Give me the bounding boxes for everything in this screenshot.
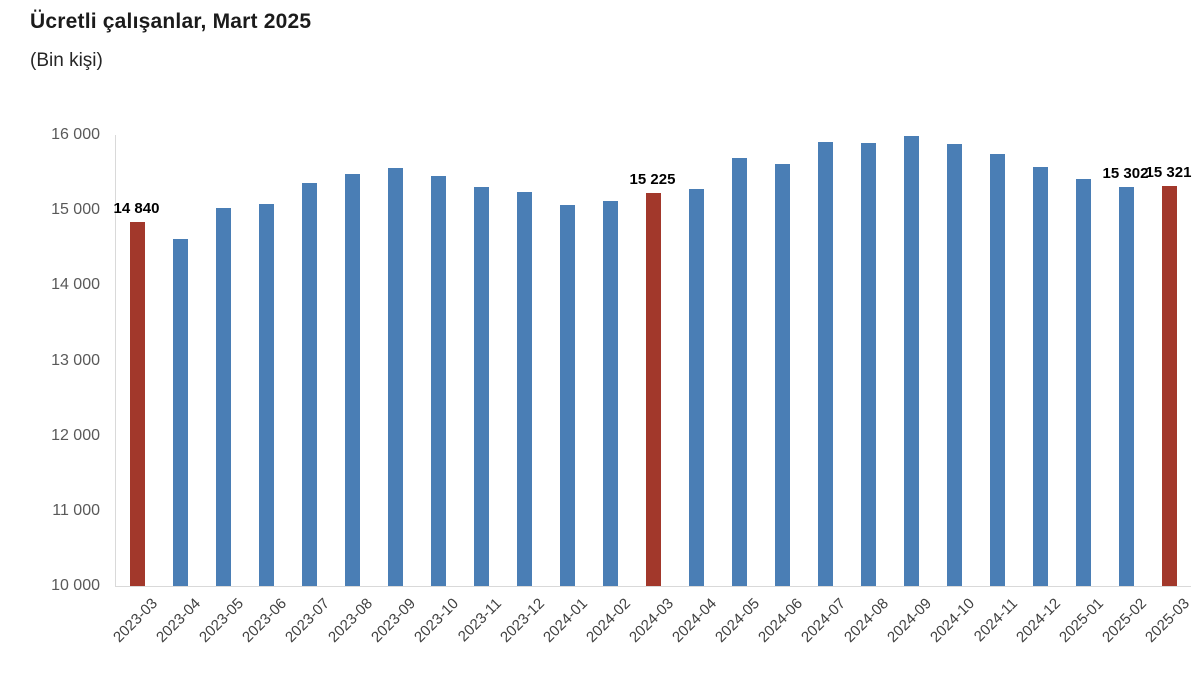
data-label-2025-02: 15 302 [1102, 165, 1149, 183]
y-tick-label: 11 000 [52, 501, 100, 519]
bar-2024-10 [947, 144, 962, 586]
bar-2024-08 [861, 142, 876, 586]
bar-2024-07 [818, 141, 833, 586]
bar-2023-06 [259, 203, 274, 586]
plot-area [115, 135, 1191, 587]
bar-2024-09 [904, 136, 919, 586]
bar-2024-04 [689, 189, 704, 586]
chart-title: Ücretli çalışanlar, Mart 2025 [30, 10, 312, 33]
bar-2025-02 [1119, 187, 1134, 586]
bar-2023-08 [345, 173, 360, 586]
bar-2023-11 [474, 187, 489, 586]
data-label-2024-03: 15 225 [629, 171, 676, 189]
y-tick-label: 13 000 [51, 351, 100, 369]
bar-2023-10 [431, 175, 446, 586]
bar-2023-03-highlighted [130, 222, 145, 586]
y-tick-label: 12 000 [51, 426, 100, 444]
chart-subtitle: (Bin kişi) [30, 50, 103, 71]
bar-2024-05 [732, 157, 747, 586]
bar-2023-12 [517, 191, 532, 586]
bar-2025-01 [1076, 179, 1091, 586]
data-label-2023-03: 14 840 [113, 200, 160, 218]
bar-2024-06 [775, 163, 790, 586]
y-tick-label: 14 000 [51, 276, 100, 294]
bar-2024-11 [990, 153, 1005, 586]
bar-2023-07 [302, 183, 317, 586]
y-tick-label: 16 000 [51, 126, 100, 143]
bar-2024-02 [603, 200, 618, 586]
y-tick-label: 15 000 [51, 201, 100, 219]
y-tick-label: 10 000 [51, 577, 100, 594]
bar-2024-03-highlighted [646, 193, 661, 586]
bar-2023-05 [216, 208, 231, 586]
bar-2024-12 [1033, 166, 1048, 586]
bar-2023-09 [388, 168, 403, 586]
bar-2025-03-highlighted [1162, 186, 1177, 586]
data-label-2025-03: 15 321 [1145, 164, 1192, 182]
bar-2024-01 [560, 204, 575, 586]
bar-2023-04 [173, 239, 188, 586]
